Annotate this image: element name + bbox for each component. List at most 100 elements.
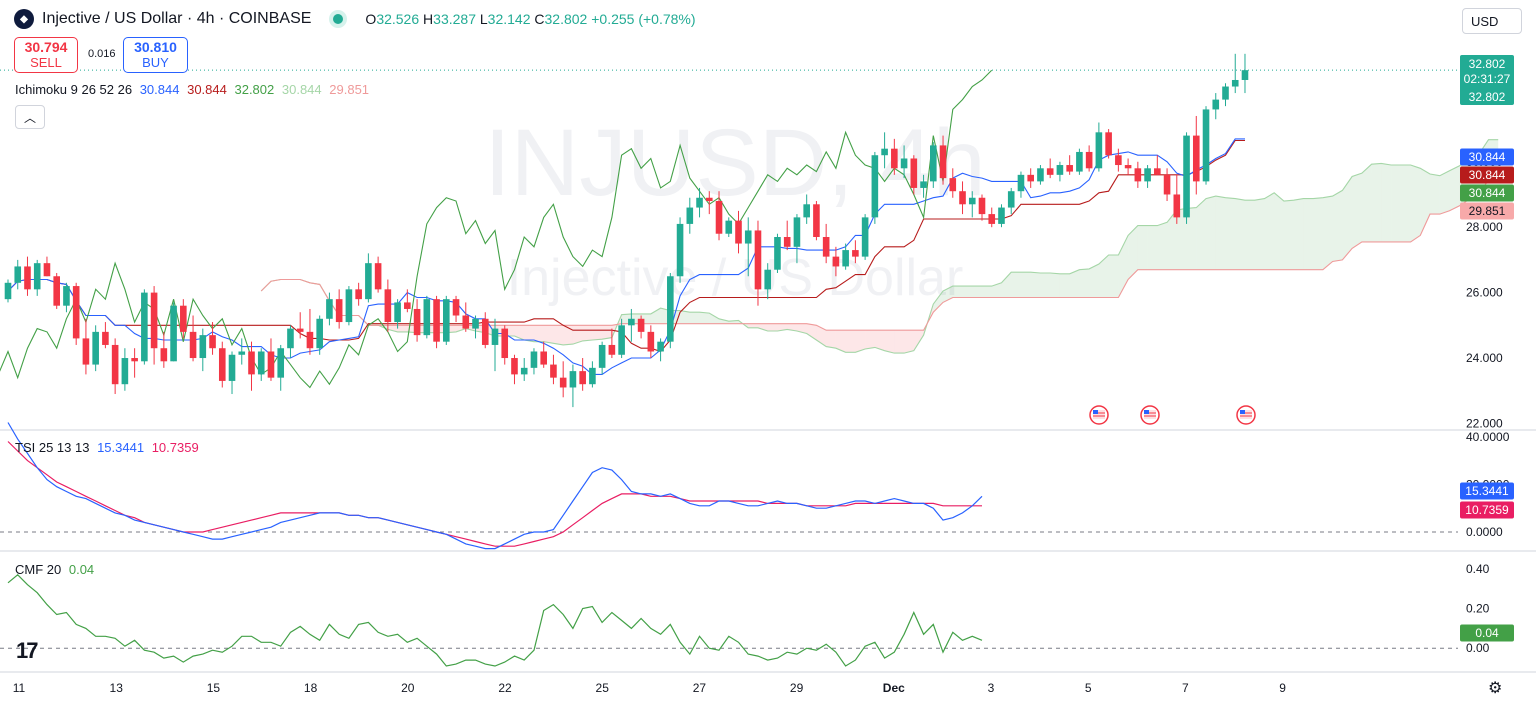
kumo-cloud-segment bbox=[699, 312, 710, 324]
collapse-legend-button[interactable]: ︿ bbox=[15, 105, 45, 129]
time-axis-label: 29 bbox=[790, 681, 804, 695]
cmf-axis-tick: 0.20 bbox=[1466, 602, 1490, 616]
candle-down bbox=[111, 344, 119, 385]
time-axis-label: 22 bbox=[498, 681, 512, 695]
kumo-cloud-segment bbox=[397, 325, 408, 332]
candle-up bbox=[725, 220, 733, 234]
us-event-flag-icon[interactable] bbox=[1089, 405, 1109, 425]
kumo-cloud-segment bbox=[592, 325, 603, 341]
kumo-cloud-segment bbox=[1050, 272, 1060, 298]
base-tag-box bbox=[1460, 166, 1514, 184]
base-tag-text: 30.844 bbox=[1469, 168, 1506, 182]
candle-down bbox=[1046, 168, 1054, 175]
candle-up bbox=[920, 181, 927, 188]
kumo-cloud-segment bbox=[767, 323, 778, 332]
candle-up bbox=[696, 197, 703, 208]
candle-down bbox=[783, 237, 791, 247]
candle-down bbox=[1115, 155, 1122, 166]
buy-price: 30.810 bbox=[134, 39, 177, 55]
kumo-cloud-segment bbox=[650, 308, 661, 324]
candle-down bbox=[72, 286, 80, 339]
kumo-cloud-segment bbox=[1147, 225, 1158, 270]
time-axis-label: Dec bbox=[883, 681, 905, 695]
candle-up bbox=[1212, 99, 1220, 110]
kumo-cloud-segment bbox=[1030, 272, 1041, 298]
candle-down bbox=[404, 302, 411, 309]
candle-up bbox=[657, 341, 664, 352]
tsi-signal-tag-box bbox=[1460, 501, 1514, 519]
cmf-legend[interactable]: CMF 20 0.04 bbox=[15, 562, 95, 577]
candle-up bbox=[842, 250, 849, 267]
kumo-cloud-segment bbox=[757, 323, 768, 332]
span-a-tag-box bbox=[1460, 184, 1514, 202]
us-event-flag-icon[interactable] bbox=[1236, 405, 1256, 425]
candle-down bbox=[1154, 168, 1161, 175]
kumo-cloud-segment bbox=[1108, 254, 1119, 298]
kumo-cloud-segment bbox=[1215, 196, 1226, 270]
candle-up bbox=[998, 207, 1005, 224]
candle-down bbox=[296, 328, 304, 332]
candle-up bbox=[861, 217, 869, 257]
candle-down bbox=[267, 351, 275, 378]
symbol-header[interactable]: ◆ Injective / US Dollar · 4h · COINBASE … bbox=[14, 9, 696, 29]
kumo-cloud-segment bbox=[1342, 176, 1353, 260]
candle-down bbox=[1173, 194, 1181, 218]
candle-up bbox=[4, 282, 12, 300]
settings-gear-icon[interactable]: ⚙ bbox=[1488, 680, 1503, 697]
candle-down bbox=[189, 331, 197, 359]
currency-select[interactable]: USD bbox=[1462, 8, 1522, 34]
tsi-legend[interactable]: TSI 25 13 13 15.3441 10.7359 bbox=[15, 440, 199, 455]
candle-down bbox=[1085, 151, 1093, 169]
candle-down bbox=[306, 331, 314, 349]
tradingview-logo[interactable]: 17 bbox=[16, 638, 39, 663]
kumo-cloud-segment bbox=[709, 313, 720, 324]
candle-up bbox=[1144, 168, 1151, 182]
kumo-cloud-segment bbox=[1410, 165, 1421, 242]
price-axis-tick: 24.000 bbox=[1466, 351, 1503, 365]
time-axis-label: 5 bbox=[1085, 681, 1092, 695]
candle-down bbox=[43, 263, 51, 277]
kumo-cloud-segment bbox=[1439, 170, 1450, 215]
buy-button[interactable]: 30.810 BUY bbox=[123, 37, 188, 73]
candle-down bbox=[374, 263, 382, 290]
tsi-axis-tick: 40.0000 bbox=[1466, 430, 1510, 444]
cmf-line bbox=[7, 573, 983, 667]
kumo-cloud-segment bbox=[826, 330, 836, 349]
candle-up bbox=[1202, 109, 1210, 182]
kumo-cloud-segment bbox=[524, 325, 534, 342]
candle-up bbox=[443, 299, 450, 342]
kumo-cloud-segment bbox=[1381, 163, 1392, 242]
tsi-signal-line bbox=[7, 441, 982, 547]
kumo-cloud-segment bbox=[1206, 196, 1216, 270]
kumo-cloud-segment bbox=[1449, 165, 1460, 211]
kumo-cloud-segment bbox=[1244, 200, 1255, 270]
candle-up bbox=[871, 155, 879, 218]
time-axis-label: 18 bbox=[304, 681, 318, 695]
candle-down bbox=[452, 299, 460, 316]
bar-countdown: 02:31:27 bbox=[1464, 72, 1511, 86]
kumo-cloud-segment bbox=[553, 325, 564, 345]
time-axis-label: 11 bbox=[13, 681, 26, 695]
candle-up bbox=[423, 299, 431, 336]
symbol-title[interactable]: Injective / US Dollar · 4h · COINBASE bbox=[42, 10, 312, 27]
kumo-cloud-segment bbox=[904, 330, 914, 354]
base-line bbox=[7, 139, 1245, 353]
us-event-flag-icon[interactable] bbox=[1140, 405, 1160, 425]
candle-down bbox=[511, 358, 518, 375]
candle-up bbox=[141, 292, 148, 362]
kumo-cloud-segment bbox=[1225, 197, 1236, 270]
ichimoku-legend[interactable]: Ichimoku 9 26 52 26 30.844 30.844 32.802… bbox=[15, 82, 370, 97]
candle-up bbox=[618, 325, 625, 355]
sell-button[interactable]: 30.794 SELL bbox=[14, 37, 78, 73]
candle-up bbox=[170, 305, 177, 362]
candle-down bbox=[102, 331, 109, 345]
cmf-tag: 0.04 bbox=[1460, 624, 1514, 642]
kumo-cloud-segment bbox=[602, 325, 612, 340]
candle-up bbox=[491, 328, 499, 345]
candle-up bbox=[14, 266, 22, 283]
candle-down bbox=[540, 351, 547, 365]
kumo-cloud-segment bbox=[1001, 272, 1012, 298]
kumo-cloud-segment bbox=[719, 318, 729, 324]
watermark-name: Injective / US Dollar bbox=[507, 249, 964, 307]
